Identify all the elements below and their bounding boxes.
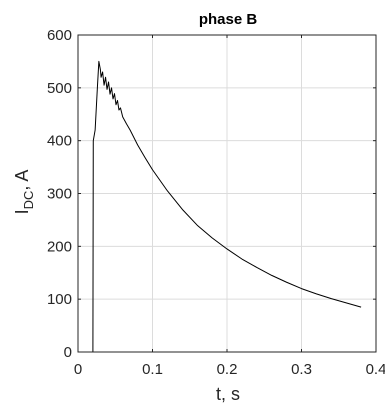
y-tick-label: 600 bbox=[47, 27, 72, 44]
y-tick-label: 100 bbox=[47, 291, 72, 308]
x-tick-label: 0.4 bbox=[366, 361, 385, 378]
x-tick-label: 0 bbox=[74, 361, 82, 378]
y-axis-label-unit: , A bbox=[12, 170, 32, 191]
axis-ticks: 0 0.1 0.2 0.3 0.4 0 100 200 300 400 500 600 bbox=[47, 27, 385, 378]
x-tick-label: 0.2 bbox=[217, 361, 238, 378]
y-tick-label: 500 bbox=[47, 80, 72, 97]
x-tick-label: 0.3 bbox=[291, 361, 312, 378]
series-layer bbox=[78, 60, 362, 353]
y-axis-label: IDC, A bbox=[12, 170, 36, 215]
y-tick-label: 200 bbox=[47, 238, 72, 255]
series-line bbox=[78, 60, 362, 353]
chart-title: phase B bbox=[199, 11, 258, 28]
y-tick-label: 400 bbox=[47, 133, 72, 150]
y-tick-label: 300 bbox=[47, 186, 72, 203]
y-tick-label: 0 bbox=[64, 344, 72, 361]
x-axis-label: t, s bbox=[216, 384, 240, 404]
y-axis-label-subscript: DC bbox=[21, 191, 36, 210]
x-tick-label: 0.1 bbox=[142, 361, 163, 378]
y-axis-label-main: I bbox=[12, 209, 32, 214]
